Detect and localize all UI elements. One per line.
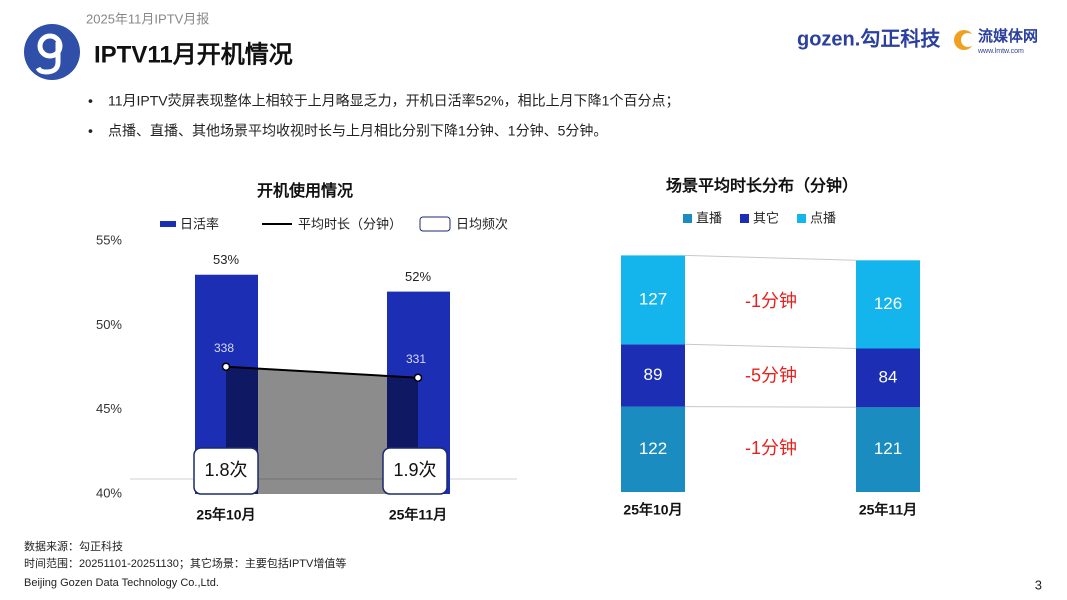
frequency-box <box>382 447 448 495</box>
x-tick-label: 25年10月 <box>196 507 255 523</box>
footer-note: Beijing Gozen Data Technology Co.,Ltd. <box>24 577 219 589</box>
bar-segment <box>621 344 685 407</box>
data-label: 331 <box>406 352 426 366</box>
page-number: 3 <box>1035 577 1042 592</box>
connector <box>684 406 857 408</box>
legend-swatch <box>797 214 806 223</box>
data-label: 122 <box>639 439 667 458</box>
footer-note: 时间范围：20251101-20251130；其它场景：主要包括IPTV增值等 <box>24 556 346 570</box>
data-label: 126 <box>874 294 902 313</box>
legend-label: 平均时长（分钟） <box>298 216 402 231</box>
legend-label: 点播 <box>810 210 836 225</box>
legend-label: 其它 <box>753 210 779 225</box>
frequency-box <box>193 447 259 495</box>
annotation: -1分钟 <box>745 291 797 311</box>
annotation: -1分钟 <box>745 438 797 458</box>
brand-logo: gozen.勾正科技 <box>797 26 941 50</box>
x-tick-label: 25年11月 <box>859 502 917 518</box>
data-label: 127 <box>639 289 667 308</box>
data-label: 84 <box>879 367 898 386</box>
legend-swatch <box>683 214 692 223</box>
y-tick-label: 55% <box>96 232 122 247</box>
bar-segment <box>856 348 920 408</box>
bullet: 11月IPTV荧屏表现整体上相较于上月略显乏力，开机日活率52%，相比上月下降1… <box>108 93 679 110</box>
slide-title: IPTV11月开机情况 <box>94 41 293 68</box>
legend-label: 直播 <box>696 210 722 225</box>
line-point <box>221 362 231 371</box>
bullet: 点播、直播、其他场景平均收视时长与上月相比分别下降1分钟、1分钟、5分钟。 <box>108 123 607 139</box>
connector <box>684 254 857 261</box>
data-label: 338 <box>214 341 234 355</box>
data-label: 121 <box>874 439 902 458</box>
data-label: 52% <box>405 269 431 284</box>
x-tick-label: 25年10月 <box>623 502 682 518</box>
brand-icon <box>961 33 975 47</box>
legend-label: 日活率 <box>180 216 219 231</box>
legend-swatch <box>740 214 749 223</box>
footer-note: 数据来源：勾正科技 <box>24 539 123 553</box>
bar-segment <box>856 407 920 492</box>
chart-title: 开机使用情况 <box>257 181 353 200</box>
line <box>225 365 419 379</box>
frequency-label: 1.9次 <box>393 460 436 480</box>
partner-logo: 流媒体网 <box>978 27 1038 45</box>
x-tick-label: 25年11月 <box>389 507 447 523</box>
data-label: 89 <box>644 365 663 384</box>
chart-title: 场景平均时长分布（分钟） <box>666 176 858 195</box>
bar-segment <box>856 260 920 349</box>
line-area <box>226 366 418 494</box>
frequency-label: 1.8次 <box>204 460 247 480</box>
logo-glyph <box>35 42 61 75</box>
line-point <box>413 373 423 382</box>
y-tick-label: 40% <box>96 485 122 500</box>
bullet-dot: • <box>88 123 93 139</box>
partner-url: www.lmtw.com <box>977 48 1024 55</box>
y-tick-label: 45% <box>96 401 122 416</box>
bullet-dot: • <box>88 93 93 109</box>
legend-swatch <box>419 216 451 232</box>
logo-badge <box>24 24 80 80</box>
legend-label: 日均频次 <box>456 216 508 231</box>
y-tick-label: 50% <box>96 317 122 332</box>
data-label: 53% <box>213 252 239 267</box>
report-name: 2025年11月IPTV月报 <box>86 11 209 26</box>
bar-segment <box>621 255 685 345</box>
connector <box>684 343 857 349</box>
annotation: -5分钟 <box>745 365 797 385</box>
bar-segment <box>621 406 685 492</box>
legend-swatch <box>160 221 176 227</box>
